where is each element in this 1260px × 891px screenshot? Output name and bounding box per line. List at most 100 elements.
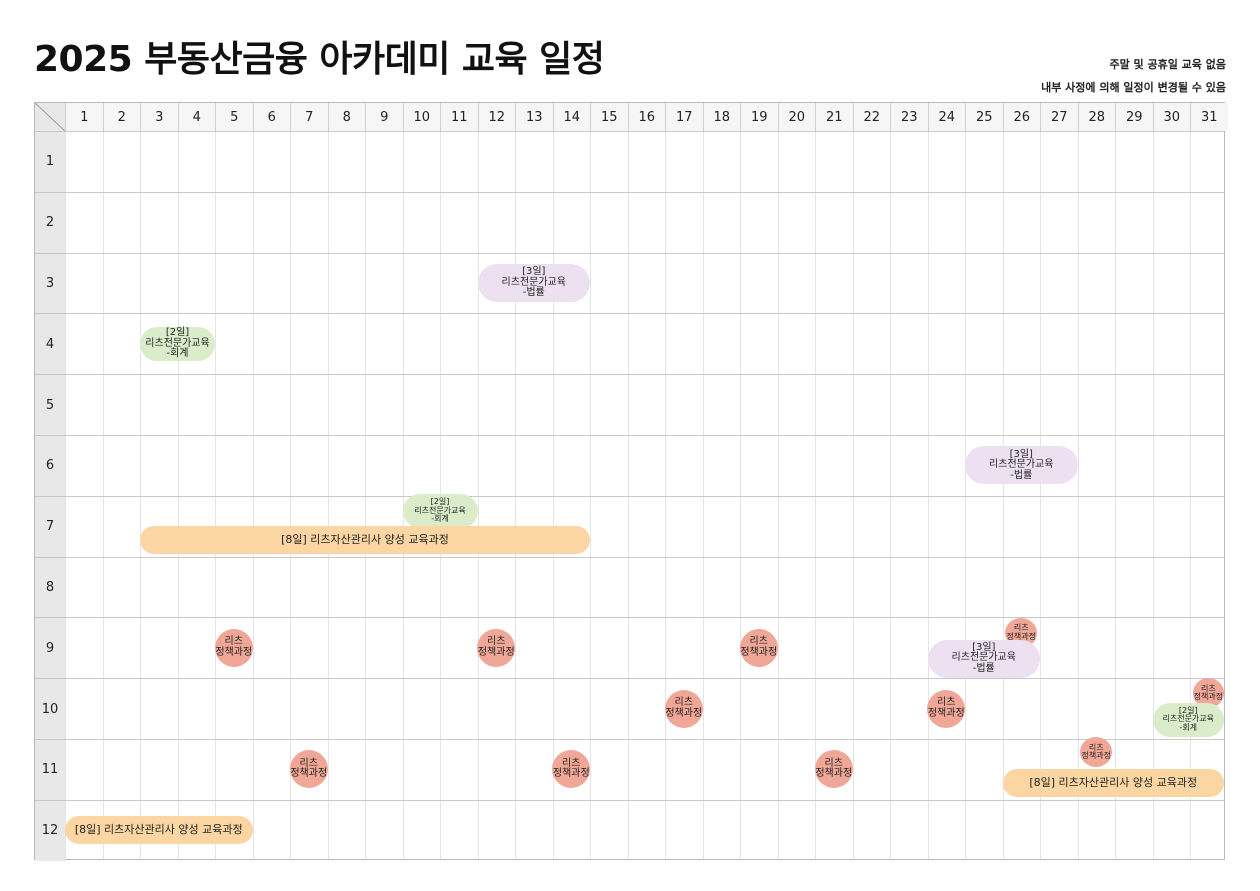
day-header-18: 18 — [702, 103, 740, 131]
policy-course-badge[interactable]: 리츠 정책과정 — [289, 750, 328, 789]
day-header-15: 15 — [590, 103, 628, 131]
month-row-header-5: 5 — [35, 374, 65, 435]
day-column-line — [327, 131, 329, 859]
month-row-line — [65, 435, 1224, 436]
day-column-line — [627, 131, 629, 859]
policy-course-badge[interactable]: 리츠 정책과정 — [739, 628, 778, 667]
month-row-header-8: 8 — [35, 556, 65, 618]
month-row-line — [65, 799, 1224, 801]
day-column-line — [965, 131, 966, 859]
day-header-10: 10 — [402, 103, 440, 131]
day-column-line — [290, 131, 291, 859]
day-column-line — [177, 131, 179, 859]
schedule-calendar-grid: 1 2 3 4 5 6 7 8 9 10 11 12 13 14 15 16 17 18 19 20 21 22 23 24 2… — [34, 102, 1228, 861]
day-column-line — [777, 131, 779, 859]
month-row-line — [65, 556, 1224, 558]
day-column-line — [515, 131, 516, 859]
day-header-14: 14 — [552, 103, 590, 131]
month-row-header-10: 10 — [35, 678, 65, 739]
header-corner-cell — [35, 103, 65, 131]
asset-manager-course-bar[interactable]: [8일] 리츠자산관리사 양성 교육과정 — [140, 525, 590, 554]
day-header-4: 4 — [177, 103, 215, 131]
day-header-7: 7 — [290, 103, 328, 131]
law-course-pill[interactable]: [3일] 리츠전문가교육 -법률 — [927, 639, 1040, 678]
day-header-26: 26 — [1002, 103, 1040, 131]
day-column-line — [1040, 131, 1041, 859]
month-row-line — [65, 617, 1224, 619]
day-column-line — [665, 131, 666, 859]
month-row-header-4: 4 — [35, 313, 65, 375]
day-column-line — [1152, 131, 1154, 859]
day-column-line — [927, 131, 929, 859]
month-row-header-1: 1 — [35, 131, 65, 192]
day-column-line — [365, 131, 366, 859]
day-column-line — [1002, 131, 1004, 859]
policy-course-badge[interactable]: 리츠 정책과정 — [1080, 737, 1113, 768]
day-header-28: 28 — [1077, 103, 1115, 131]
day-header-31: 31 — [1190, 103, 1228, 131]
day-column-line — [215, 131, 216, 859]
day-header-13: 13 — [515, 103, 553, 131]
day-header-6: 6 — [252, 103, 290, 131]
schedule-note: 내부 사정에 의해 일정이 변경될 수 있음 — [1041, 81, 1226, 94]
month-row-header-9: 9 — [35, 617, 65, 679]
month-row-header-12: 12 — [35, 799, 65, 861]
accounting-course-pill[interactable]: [2일] 리츠전문가교육 -회계 — [140, 326, 215, 361]
month-row-line — [65, 131, 1224, 132]
day-column-line — [1115, 131, 1116, 859]
month-row-header-11: 11 — [35, 739, 65, 800]
day-column-line — [65, 131, 66, 859]
day-header-16: 16 — [627, 103, 665, 131]
day-column-line — [140, 131, 141, 859]
day-header-1: 1 — [65, 103, 103, 131]
asset-manager-course-bar[interactable]: [8일] 리츠자산관리사 양성 교육과정 — [1002, 768, 1224, 797]
policy-course-badge[interactable]: 리츠 정책과정 — [814, 750, 853, 789]
month-row-line — [65, 495, 1224, 497]
day-header-3: 3 — [140, 103, 178, 131]
month-row-line — [65, 252, 1224, 254]
day-header-12: 12 — [477, 103, 515, 131]
day-header-27: 27 — [1040, 103, 1078, 131]
policy-course-badge[interactable]: 리츠 정책과정 — [927, 689, 966, 728]
month-row-header-2: 2 — [35, 191, 65, 253]
diagonal-divider — [35, 103, 65, 131]
policy-course-badge[interactable]: 리츠 정책과정 — [552, 750, 591, 789]
day-column-line — [1190, 131, 1191, 859]
day-header-2: 2 — [102, 103, 140, 131]
day-column-line — [402, 131, 404, 859]
day-column-line — [252, 131, 254, 859]
day-header-20: 20 — [777, 103, 815, 131]
accounting-course-pill[interactable]: [2일] 리츠전문가교육 -회계 — [1152, 702, 1224, 737]
day-column-line — [477, 131, 479, 859]
page-title: 2025 부동산금융 아카데미 교육 일정 — [34, 39, 605, 80]
policy-course-badge[interactable]: 리츠 정책과정 — [664, 689, 703, 728]
day-header-19: 19 — [740, 103, 778, 131]
day-header-29: 29 — [1115, 103, 1153, 131]
month-row-line — [65, 678, 1224, 680]
day-header-21: 21 — [815, 103, 853, 131]
month-row-header-7: 7 — [35, 495, 65, 557]
day-column-line — [852, 131, 854, 859]
day-header-11: 11 — [440, 103, 478, 131]
schedule-note: 주말 및 공휴일 교육 없음 — [1109, 58, 1226, 71]
day-header-30: 30 — [1152, 103, 1190, 131]
month-row-line — [65, 191, 1224, 193]
day-header-24: 24 — [927, 103, 965, 131]
day-header-9: 9 — [365, 103, 403, 131]
day-header-22: 22 — [852, 103, 890, 131]
month-row-header-3: 3 — [35, 252, 65, 314]
policy-course-badge[interactable]: 리츠 정책과정 — [477, 628, 516, 667]
month-row-line — [65, 374, 1224, 376]
day-column-line — [890, 131, 891, 859]
policy-course-badge[interactable]: 리츠 정책과정 — [214, 628, 253, 667]
month-row-line — [65, 313, 1224, 315]
day-column-line — [552, 131, 554, 859]
law-course-pill[interactable]: [3일] 리츠전문가교육 -법률 — [477, 264, 590, 302]
day-header-23: 23 — [890, 103, 928, 131]
day-header-17: 17 — [665, 103, 703, 131]
law-course-pill[interactable]: [3일] 리츠전문가교육 -법률 — [965, 446, 1078, 485]
asset-manager-course-bar[interactable]: [8일] 리츠자산관리사 양성 교육과정 — [65, 816, 253, 845]
day-column-line — [1077, 131, 1079, 859]
accounting-course-pill[interactable]: [2일] 리츠전문가교육 -회계 — [402, 494, 478, 528]
day-header-25: 25 — [965, 103, 1003, 131]
